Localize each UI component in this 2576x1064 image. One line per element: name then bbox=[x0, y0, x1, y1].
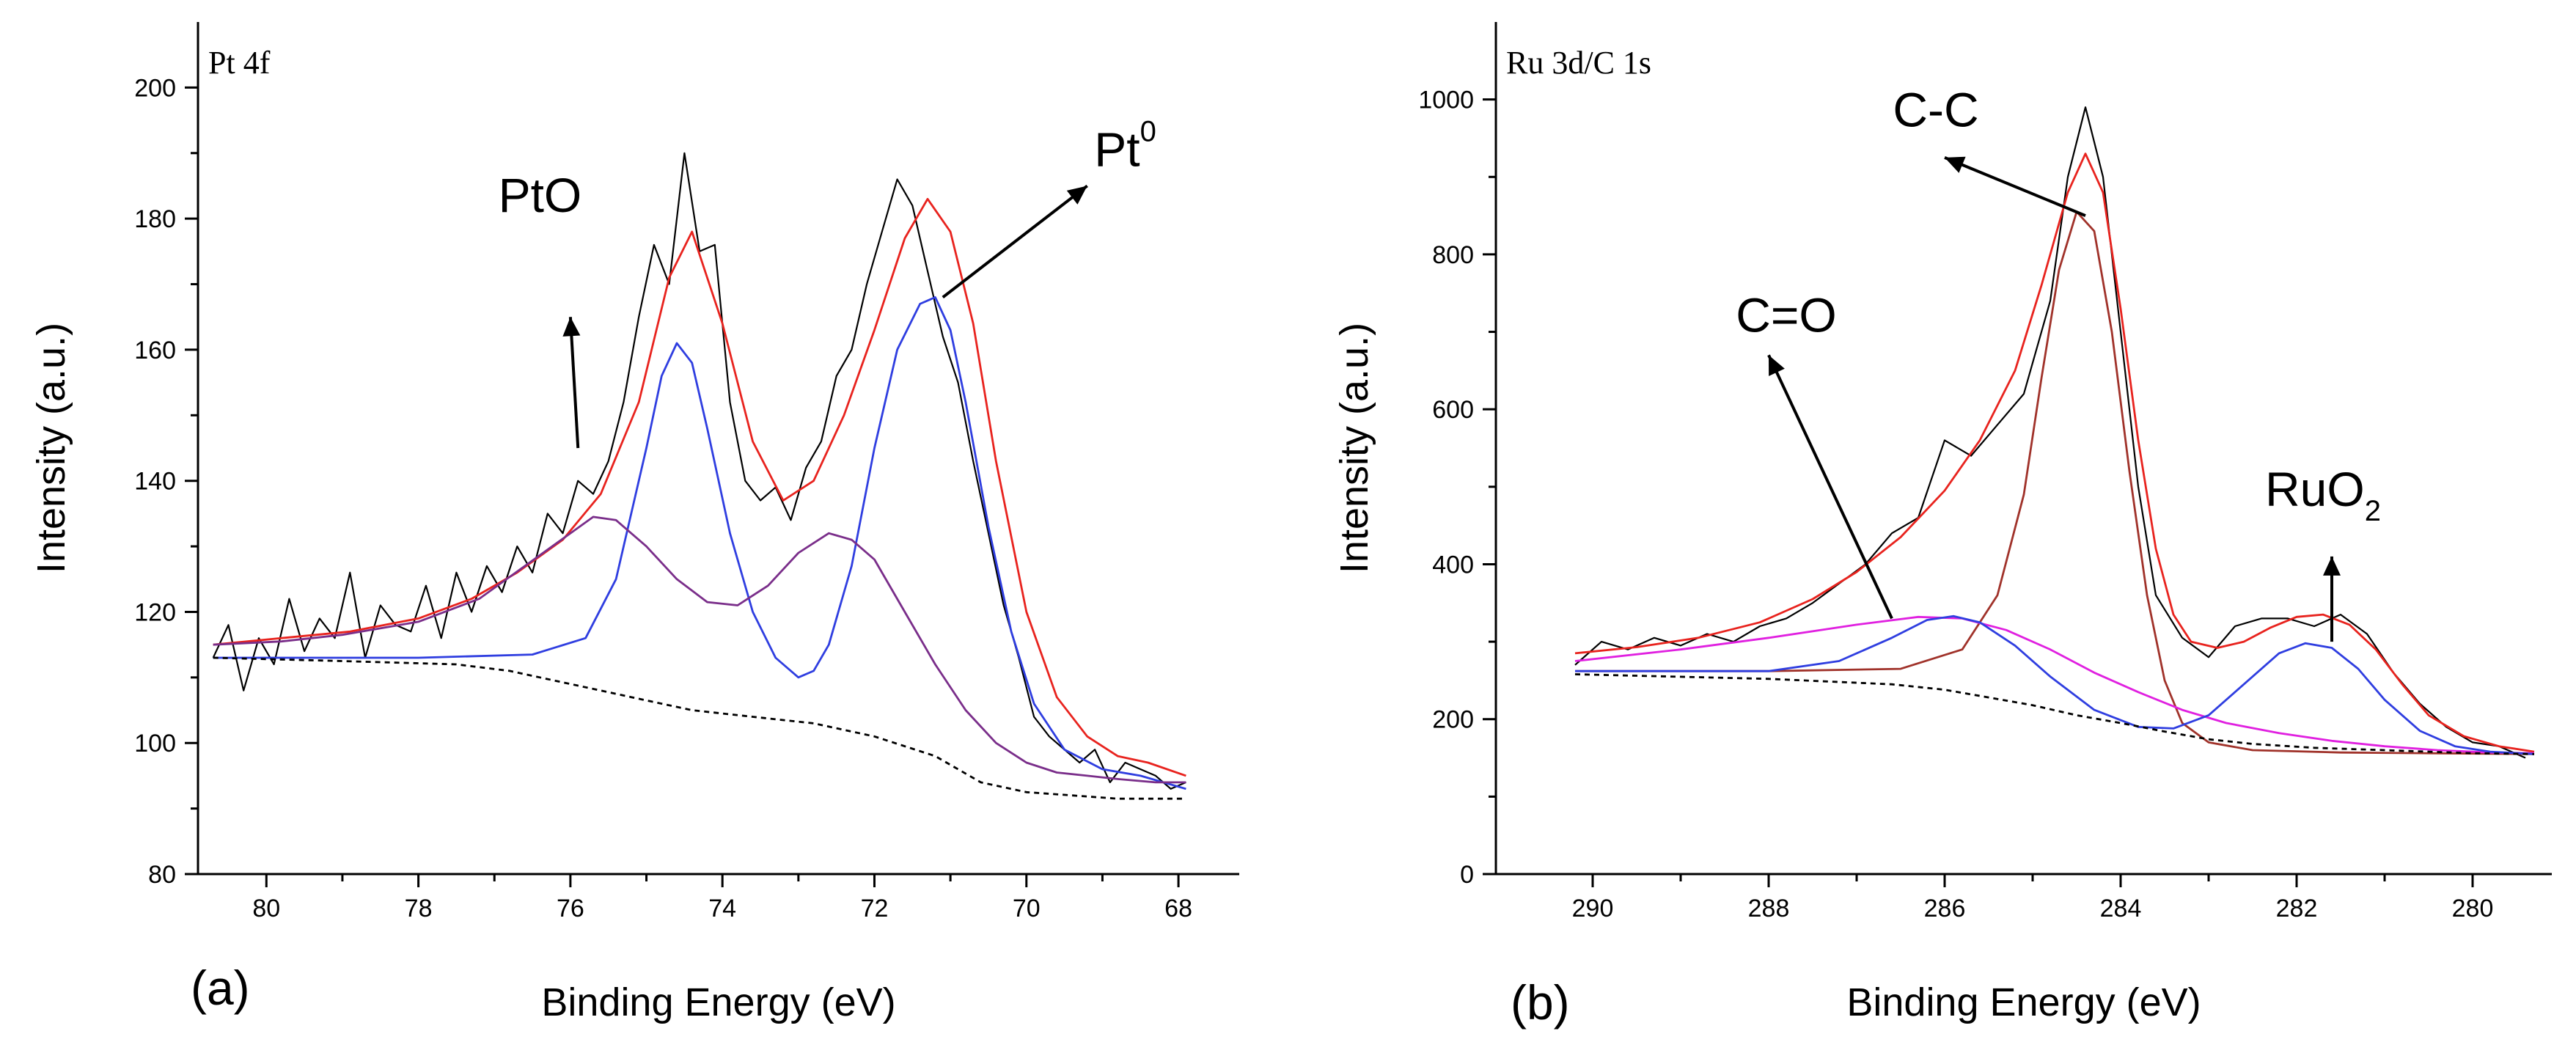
panel-a-pt4f: 80 78 76 74 72 70 68 80 100 120 140 160 180 200 PtO Pt0… bbox=[29, 22, 1239, 1024]
series-line-raw bbox=[1574, 106, 2526, 759]
x-tick-label: 68 bbox=[1164, 895, 1192, 922]
x-tick-label: 72 bbox=[861, 895, 889, 922]
series-line-c-c-component bbox=[1575, 210, 2535, 755]
annotation-arrow-head bbox=[1769, 355, 1785, 376]
annotation-text: RuO bbox=[2265, 462, 2365, 516]
x-tick-label: 80 bbox=[252, 895, 280, 922]
y-tick-label: 80 bbox=[148, 861, 176, 889]
series-line-envelope-fit bbox=[1574, 153, 2535, 753]
x-tick-label: 290 bbox=[1572, 895, 1614, 922]
series-line-blue-component bbox=[1575, 614, 2535, 755]
x-tick-label: 280 bbox=[2452, 895, 2494, 922]
y-tick-label: 1000 bbox=[1418, 87, 1474, 114]
annotation-arrow-line bbox=[1767, 354, 1893, 620]
y-tick-label: 400 bbox=[1432, 551, 1474, 579]
annotation-label: PtO bbox=[499, 168, 582, 222]
panel-title: Pt 4f bbox=[208, 45, 271, 81]
y-tick-label: 200 bbox=[134, 74, 176, 102]
x-tick-label: 286 bbox=[1924, 895, 1966, 922]
series-line-background bbox=[213, 656, 1186, 800]
annotation-arrow-line bbox=[568, 317, 580, 449]
y-tick-label: 160 bbox=[134, 337, 176, 364]
y-axis-label: Intensity (a.u.) bbox=[1332, 323, 1376, 573]
y-tick-label: 120 bbox=[134, 598, 176, 626]
x-tick-label: 70 bbox=[1013, 895, 1041, 922]
y-tick-label: 200 bbox=[1432, 706, 1474, 734]
y-tick-label: 140 bbox=[134, 468, 176, 496]
x-tick-label: 78 bbox=[405, 895, 433, 922]
panel-tag: (a) bbox=[191, 961, 250, 1015]
annotation-arrow-head bbox=[2323, 556, 2341, 576]
series-line-pto-component bbox=[213, 516, 1186, 784]
x-tick-label: 76 bbox=[557, 895, 584, 922]
panel-tag: (b) bbox=[1511, 975, 1570, 1030]
annotation-text: Pt bbox=[1094, 122, 1140, 177]
x-axis-label: Binding Energy (eV) bbox=[541, 980, 895, 1024]
y-tick-label: 180 bbox=[134, 205, 176, 233]
annotation-arrow-head bbox=[562, 317, 581, 337]
panel-b-ru3d-c1s: 290 288 286 284 282 280 0 200 400 600 800 1000 C-C C=… bbox=[1332, 22, 2552, 1030]
panel-title: Ru 3d/C 1s bbox=[1506, 45, 1651, 81]
annotation-text: C=O bbox=[1736, 288, 1837, 342]
x-axis-label: Binding Energy (eV) bbox=[1846, 980, 2201, 1024]
annotation-label: C=O bbox=[1736, 288, 1837, 342]
annotation-arrow-line bbox=[942, 184, 1088, 298]
y-tick-label: 100 bbox=[134, 730, 176, 757]
series-line-raw bbox=[212, 152, 1186, 790]
annotation-label: Pt0 bbox=[1094, 116, 1156, 177]
y-tick-label: 0 bbox=[1460, 861, 1474, 889]
x-tick-label: 284 bbox=[2100, 895, 2142, 922]
annotation-subscript: 2 bbox=[2365, 495, 2381, 527]
annotation-text: C-C bbox=[1893, 83, 1978, 137]
annotation-label: C-C bbox=[1893, 83, 1978, 137]
y-tick-label: 600 bbox=[1432, 396, 1474, 424]
annotation-arrow-head bbox=[1945, 156, 1966, 173]
annotation-arrow-line bbox=[1944, 156, 2086, 217]
y-axis-label: Intensity (a.u.) bbox=[29, 323, 73, 573]
x-tick-label: 282 bbox=[2276, 895, 2318, 922]
series-line-background bbox=[1574, 673, 2535, 755]
annotation-arrow-head bbox=[1066, 186, 1087, 205]
y-tick-label: 800 bbox=[1432, 241, 1474, 269]
series-line-c-o-component bbox=[1574, 615, 2535, 755]
annotation-superscript: 0 bbox=[1140, 116, 1156, 148]
annotation-label: RuO2 bbox=[2265, 462, 2381, 527]
annotation-text: PtO bbox=[499, 168, 582, 222]
x-tick-label: 74 bbox=[708, 895, 736, 922]
series-line-pt-4f7-2-component bbox=[213, 296, 1186, 790]
x-tick-label: 288 bbox=[1748, 895, 1790, 922]
series-line-envelope-fit bbox=[213, 197, 1186, 777]
